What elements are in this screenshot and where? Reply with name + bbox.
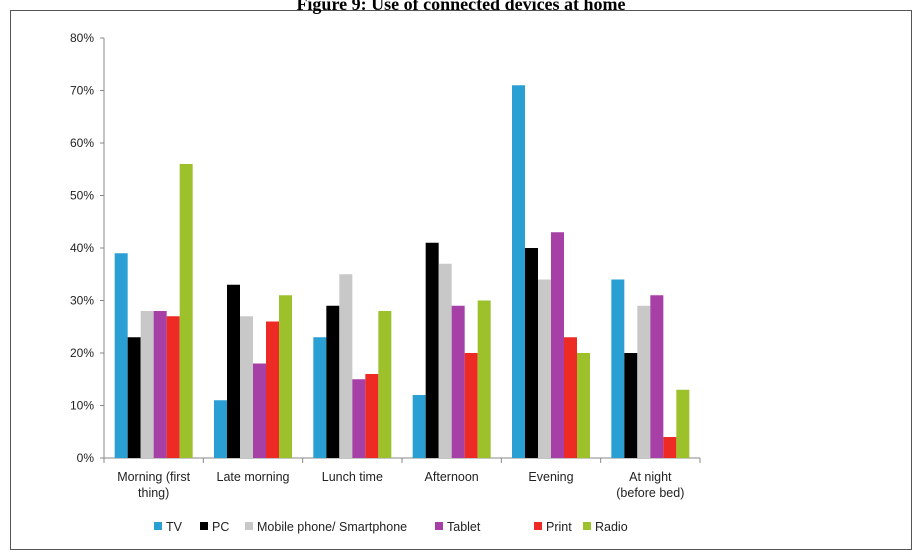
legend-label: Print (546, 520, 572, 534)
category-label: Morning (first thing) (117, 470, 190, 500)
legend: TV PC Mobile phone/ Smartphone Tablet Print R… (154, 520, 628, 534)
y-tick-label: 70% (70, 84, 94, 98)
bar (564, 337, 577, 458)
axes: 0% 10% 20% 30% 40% 50% 60% 70% 80% (70, 31, 701, 465)
bars (114, 85, 690, 458)
legend-label: PC (212, 520, 229, 534)
y-tick-label: 80% (70, 31, 94, 45)
bar (551, 232, 564, 458)
category-label: Late morning (217, 470, 290, 484)
legend-label: TV (166, 520, 183, 534)
bar (378, 311, 392, 458)
bar (266, 321, 279, 458)
legend-swatch (200, 522, 208, 530)
legend-swatch (154, 522, 162, 530)
legend-swatch (245, 522, 253, 530)
bar (438, 263, 452, 458)
bar (352, 379, 366, 458)
bar (140, 311, 154, 458)
y-tick-label: 30% (70, 294, 94, 308)
category-label: At night (before bed) (616, 470, 684, 500)
bar (577, 353, 590, 458)
bar (253, 363, 266, 458)
bar (525, 248, 538, 458)
bar (425, 242, 439, 458)
bar (114, 253, 128, 458)
bar (451, 305, 465, 458)
category-label: Afternoon (425, 470, 479, 484)
legend-label: Tablet (447, 520, 481, 534)
bar (313, 337, 327, 458)
category-label: Lunch time (322, 470, 383, 484)
category-label: Evening (528, 470, 573, 484)
y-tick-label: 10% (70, 399, 94, 413)
bar (464, 353, 478, 458)
bar (611, 279, 625, 458)
bar (240, 316, 253, 458)
bar (279, 295, 292, 458)
bar (650, 295, 664, 458)
figure-title: Figure 9: Use of connected devices at ho… (296, 0, 626, 14)
bar (166, 316, 180, 458)
bar (412, 395, 426, 458)
bar (365, 374, 379, 458)
y-tick-label: 50% (70, 189, 94, 203)
bar (512, 85, 525, 458)
bar (214, 400, 227, 458)
chart-frame (10, 10, 912, 550)
y-tick-label: 40% (70, 241, 94, 255)
bar (637, 305, 651, 458)
bar (624, 353, 638, 458)
bar (477, 300, 491, 458)
bar (153, 311, 167, 458)
legend-swatch (534, 522, 542, 530)
legend-label: Radio (595, 520, 628, 534)
bar (538, 279, 551, 458)
bar (179, 164, 193, 458)
bar (663, 437, 677, 458)
y-tick-label: 20% (70, 346, 94, 360)
bar (339, 274, 353, 458)
bar-chart: 0% 10% 20% 30% 40% 50% 60% 70% 80% Morning (firs… (70, 31, 701, 534)
y-tick-label: 60% (70, 136, 94, 150)
bar (227, 284, 240, 458)
bar (326, 305, 340, 458)
category-labels: Morning (first thing) Late morning Lunch ti… (117, 470, 684, 500)
bar (127, 337, 141, 458)
legend-swatch (435, 522, 443, 530)
y-tick-label: 0% (77, 451, 95, 465)
legend-label: Mobile phone/ Smartphone (257, 520, 407, 534)
bar (676, 389, 690, 458)
legend-swatch (583, 522, 591, 530)
